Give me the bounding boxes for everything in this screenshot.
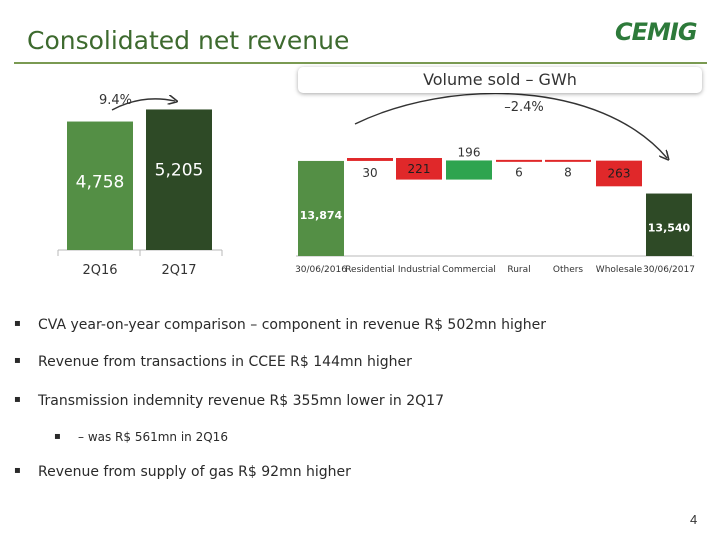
bullet-item: ▪ CVA year-on-year comparison – component…: [14, 317, 546, 333]
volume-change-arrow: [354, 92, 667, 158]
volume-category-label: 30/06/2016: [295, 265, 347, 275]
volume-bar-commercial: [446, 160, 492, 180]
volume-value-label: 13,540: [648, 222, 691, 235]
bullet-marker: ▪: [14, 394, 21, 405]
growth-arrow: [111, 99, 175, 111]
volume-bar-wholesale: [596, 160, 642, 187]
volume-value-label: 221: [408, 162, 431, 176]
volume-change-label: –2.4%: [504, 100, 544, 115]
revenue-value-label: 4,758: [76, 173, 125, 193]
volume-chart-title: Volume sold – GWh: [298, 67, 702, 93]
volume-category-label: Residential: [345, 265, 395, 275]
volume-category-label: Industrial: [398, 265, 440, 275]
bullet-text: Revenue from transactions in CCEE R$ 144…: [38, 354, 412, 370]
revenue-category-label: 2Q16: [82, 263, 117, 278]
volume-category-label: 30/06/2017: [643, 265, 695, 275]
page-title: Consolidated net revenue: [27, 26, 350, 55]
logo-text: CEMIG: [615, 18, 698, 46]
bullet-marker: ▪: [54, 431, 61, 442]
volume-value-label: 13,874: [300, 209, 343, 222]
page-number: 4: [690, 512, 698, 527]
volume-value-label: 263: [608, 166, 631, 180]
revenue-bar-2Q17: [146, 109, 212, 250]
bullet-text: – was R$ 561mn in 2Q16: [78, 430, 228, 444]
volume-category-label: Commercial: [442, 265, 496, 275]
revenue-value-label: 5,205: [155, 160, 204, 180]
charts-canvas: 4,758 2Q16 5,205 2Q17 9.4% 13,874 30/06/2016 30…: [57, 92, 695, 278]
bullet-marker: ▪: [14, 318, 21, 329]
bullet-text: Revenue from supply of gas R$ 92mn highe…: [38, 464, 351, 480]
volume-category-label: Others: [553, 265, 584, 275]
revenue-bar-2Q16: [67, 121, 133, 250]
cemig-logo: CEMIG: [615, 18, 698, 50]
bullet-marker: ▪: [14, 465, 21, 476]
sub-bullet-item: ▪ – was R$ 561mn in 2Q16: [54, 430, 228, 444]
bullet-marker: ▪: [14, 355, 21, 366]
volume-bar-30-06-2017: [646, 193, 692, 256]
volume-bar-others: [545, 159, 591, 162]
volume-category-label: Rural: [507, 265, 530, 275]
bullet-item: ▪ Transmission indemnity revenue R$ 355mn…: [14, 393, 444, 409]
bullet-item: ▪ Revenue from transactions in CCEE R$ 14…: [14, 354, 412, 370]
bullet-text: CVA year-on-year comparison – component …: [38, 317, 546, 333]
volume-value-label: 6: [515, 165, 523, 179]
volume-value-label: 30: [362, 166, 377, 180]
revenue-growth-label: 9.4%: [99, 93, 132, 108]
volume-bar-residential: [347, 158, 393, 161]
volume-bar-rural: [496, 159, 542, 162]
bullet-text: Transmission indemnity revenue R$ 355mn …: [38, 393, 444, 409]
revenue-category-label: 2Q17: [161, 263, 196, 278]
bullet-item: ▪ Revenue from supply of gas R$ 92mn high…: [14, 464, 351, 480]
volume-bar-30-06-2016: [298, 160, 344, 256]
volume-value-label: 8: [564, 166, 572, 180]
title-divider: [14, 62, 707, 64]
volume-category-label: Wholesale: [596, 265, 643, 275]
volume-bar-industrial: [396, 158, 442, 180]
volume-value-label: 196: [458, 145, 481, 159]
